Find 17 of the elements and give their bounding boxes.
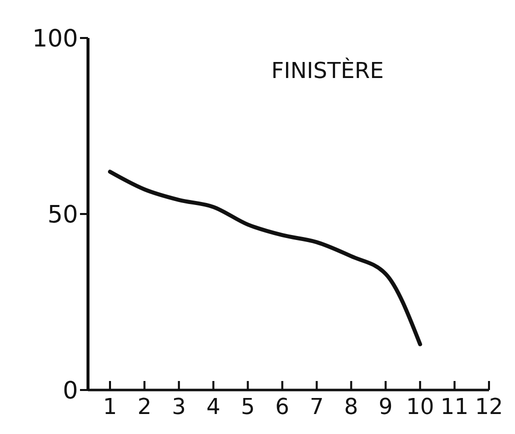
y-tick-label: 50 [47,200,78,228]
x-tick-label: 4 [206,395,220,420]
y-tick-label: 0 [62,376,78,404]
y-tick-label: 100 [32,24,78,52]
x-tick-label: 12 [475,395,503,420]
x-tick-label: 7 [310,395,324,420]
text: FINISTÈRE [271,57,384,84]
x-tick-label: 1 [103,395,117,420]
x-tick-label: 10 [406,395,434,420]
x-tick-label: 3 [172,395,186,420]
x-tick-label: 2 [137,395,152,420]
x-tick-label: 8 [344,395,358,420]
x-tick-label: 11 [440,395,469,420]
x-tick-label: 5 [240,395,255,420]
x-tick-label: 9 [378,395,393,420]
x-tick-label: 6 [275,395,290,420]
line-series [108,170,422,346]
